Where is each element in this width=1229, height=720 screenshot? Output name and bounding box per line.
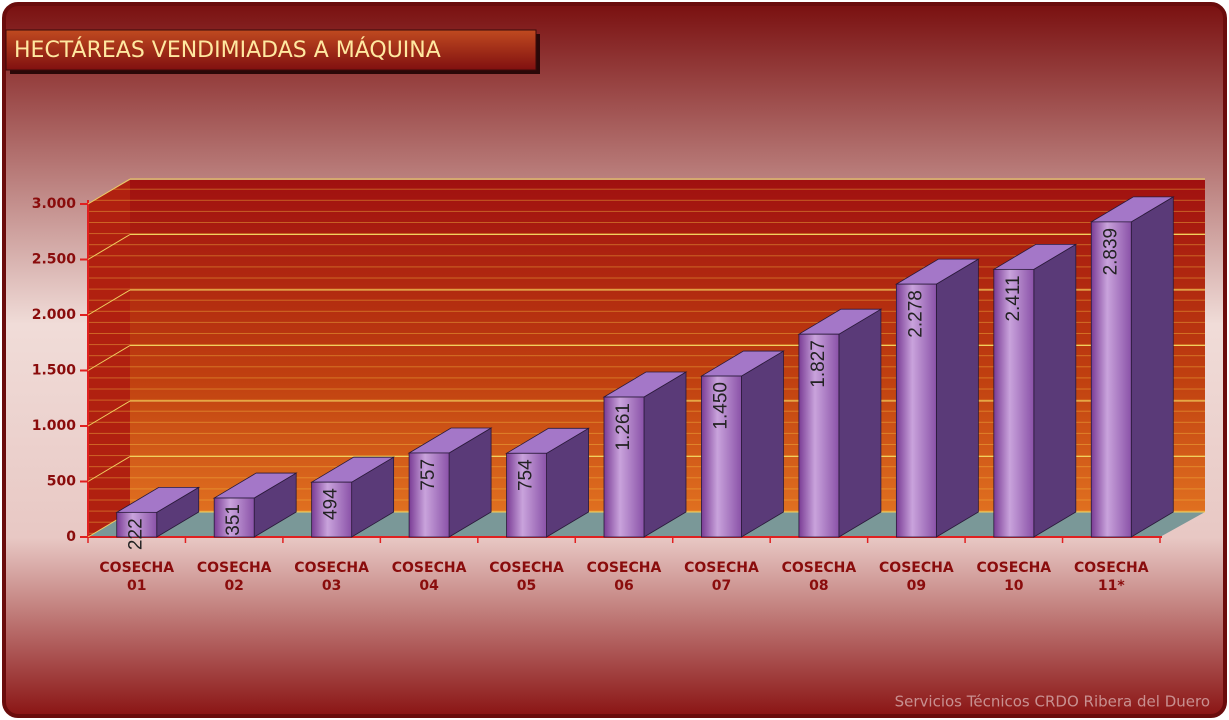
x-tick-label-line: COSECHA: [782, 560, 857, 576]
x-tick-label-line: COSECHA: [197, 560, 272, 576]
grid-line: [87, 400, 131, 427]
x-tick-label: COSECHA 01: [99, 560, 174, 594]
bar: [895, 283, 937, 538]
x-tick-label-line: COSECHA: [587, 560, 662, 576]
y-tick-label: 2.000: [32, 307, 77, 323]
x-tick-label-line: 03: [322, 578, 341, 594]
value-label: 757: [418, 459, 439, 491]
x-tick-label-line: 02: [224, 578, 243, 594]
x-tick-label: COSECHA 10: [976, 560, 1051, 594]
y-tick-label: 3.000: [32, 196, 77, 212]
value-label: 2.839: [1100, 228, 1121, 276]
x-tick-label-line: 07: [712, 578, 731, 594]
grid-line: [87, 345, 131, 371]
bar-side: [935, 258, 979, 538]
x-tick-label-line: COSECHA: [294, 560, 369, 576]
x-tick-label: COSECHA 07: [684, 560, 759, 594]
x-tick-label-line: 06: [614, 578, 633, 594]
x-tick-label: COSECHA 11*: [1074, 560, 1149, 594]
grid-line: [87, 456, 131, 482]
value-label: 1.261: [613, 403, 634, 451]
x-tick-label-line: COSECHA: [392, 560, 467, 576]
x-tick-label-line: 01: [127, 578, 146, 594]
chart-title: HECTÁREAS VENDIMIADAS A MÁQUINA: [14, 37, 441, 63]
bar-side: [741, 350, 784, 538]
x-tick-label-line: COSECHA: [684, 560, 759, 576]
value-label: 222: [126, 518, 147, 550]
x-tick-label: COSECHA 08: [782, 560, 857, 594]
grid-line: [87, 178, 131, 205]
bar: [603, 396, 645, 538]
bar: [311, 481, 353, 538]
x-tick-label-line: 10: [1004, 578, 1024, 594]
value-label: 351: [223, 504, 244, 536]
bar: [701, 375, 742, 538]
x-tick-label-line: COSECHA: [1074, 560, 1149, 576]
x-tick-label-line: 08: [809, 578, 828, 594]
x-tick-label-line: COSECHA: [976, 560, 1051, 576]
bar-side: [643, 371, 687, 538]
x-tick-label-line: COSECHA: [489, 560, 564, 576]
bar: [506, 452, 547, 538]
title-box: [5, 29, 537, 71]
bar: [408, 452, 450, 538]
bar-side: [1130, 196, 1174, 538]
x-tick-label: COSECHA 05: [489, 560, 564, 594]
x-tick-label-line: COSECHA: [879, 560, 954, 576]
x-tick-label-line: 09: [907, 578, 926, 594]
x-tick-label: COSECHA 02: [197, 560, 272, 594]
value-label: 1.827: [808, 340, 829, 388]
x-tick-label: COSECHA 04: [392, 560, 467, 594]
bar: [798, 333, 840, 538]
bar-side: [838, 308, 882, 538]
grid-line: [87, 289, 131, 316]
grid-line: [87, 234, 131, 260]
x-tick-label-line: COSECHA: [99, 560, 174, 576]
x-tick-label: COSECHA 03: [294, 560, 369, 594]
value-label: 494: [321, 488, 342, 520]
bar-side: [1033, 243, 1077, 538]
bar: [993, 268, 1035, 538]
footer: Servicios Técnicos CRDO Ribera del Duero: [895, 693, 1210, 711]
value-label: 754: [516, 459, 537, 491]
y-tick-label: 500: [47, 474, 76, 490]
y-tick-label: 1.500: [32, 363, 77, 379]
value-label: 2.278: [905, 290, 926, 338]
bar: [1090, 221, 1132, 538]
bar: [116, 511, 158, 538]
x-tick-label-line: 05: [517, 578, 536, 594]
x-tick-label: COSECHA 09: [879, 560, 954, 594]
y-tick-label: 1.000: [32, 418, 77, 434]
value-label: 1.450: [710, 382, 731, 430]
bar: [213, 497, 255, 538]
x-tick-label-line: 04: [419, 578, 439, 594]
value-label: 2.411: [1003, 275, 1024, 321]
y-tick-label: 0: [66, 529, 76, 545]
x-tick-label-line: 11*: [1098, 578, 1125, 594]
x-tick-label: COSECHA 06: [587, 560, 662, 594]
y-tick-label: 2.500: [32, 252, 77, 268]
